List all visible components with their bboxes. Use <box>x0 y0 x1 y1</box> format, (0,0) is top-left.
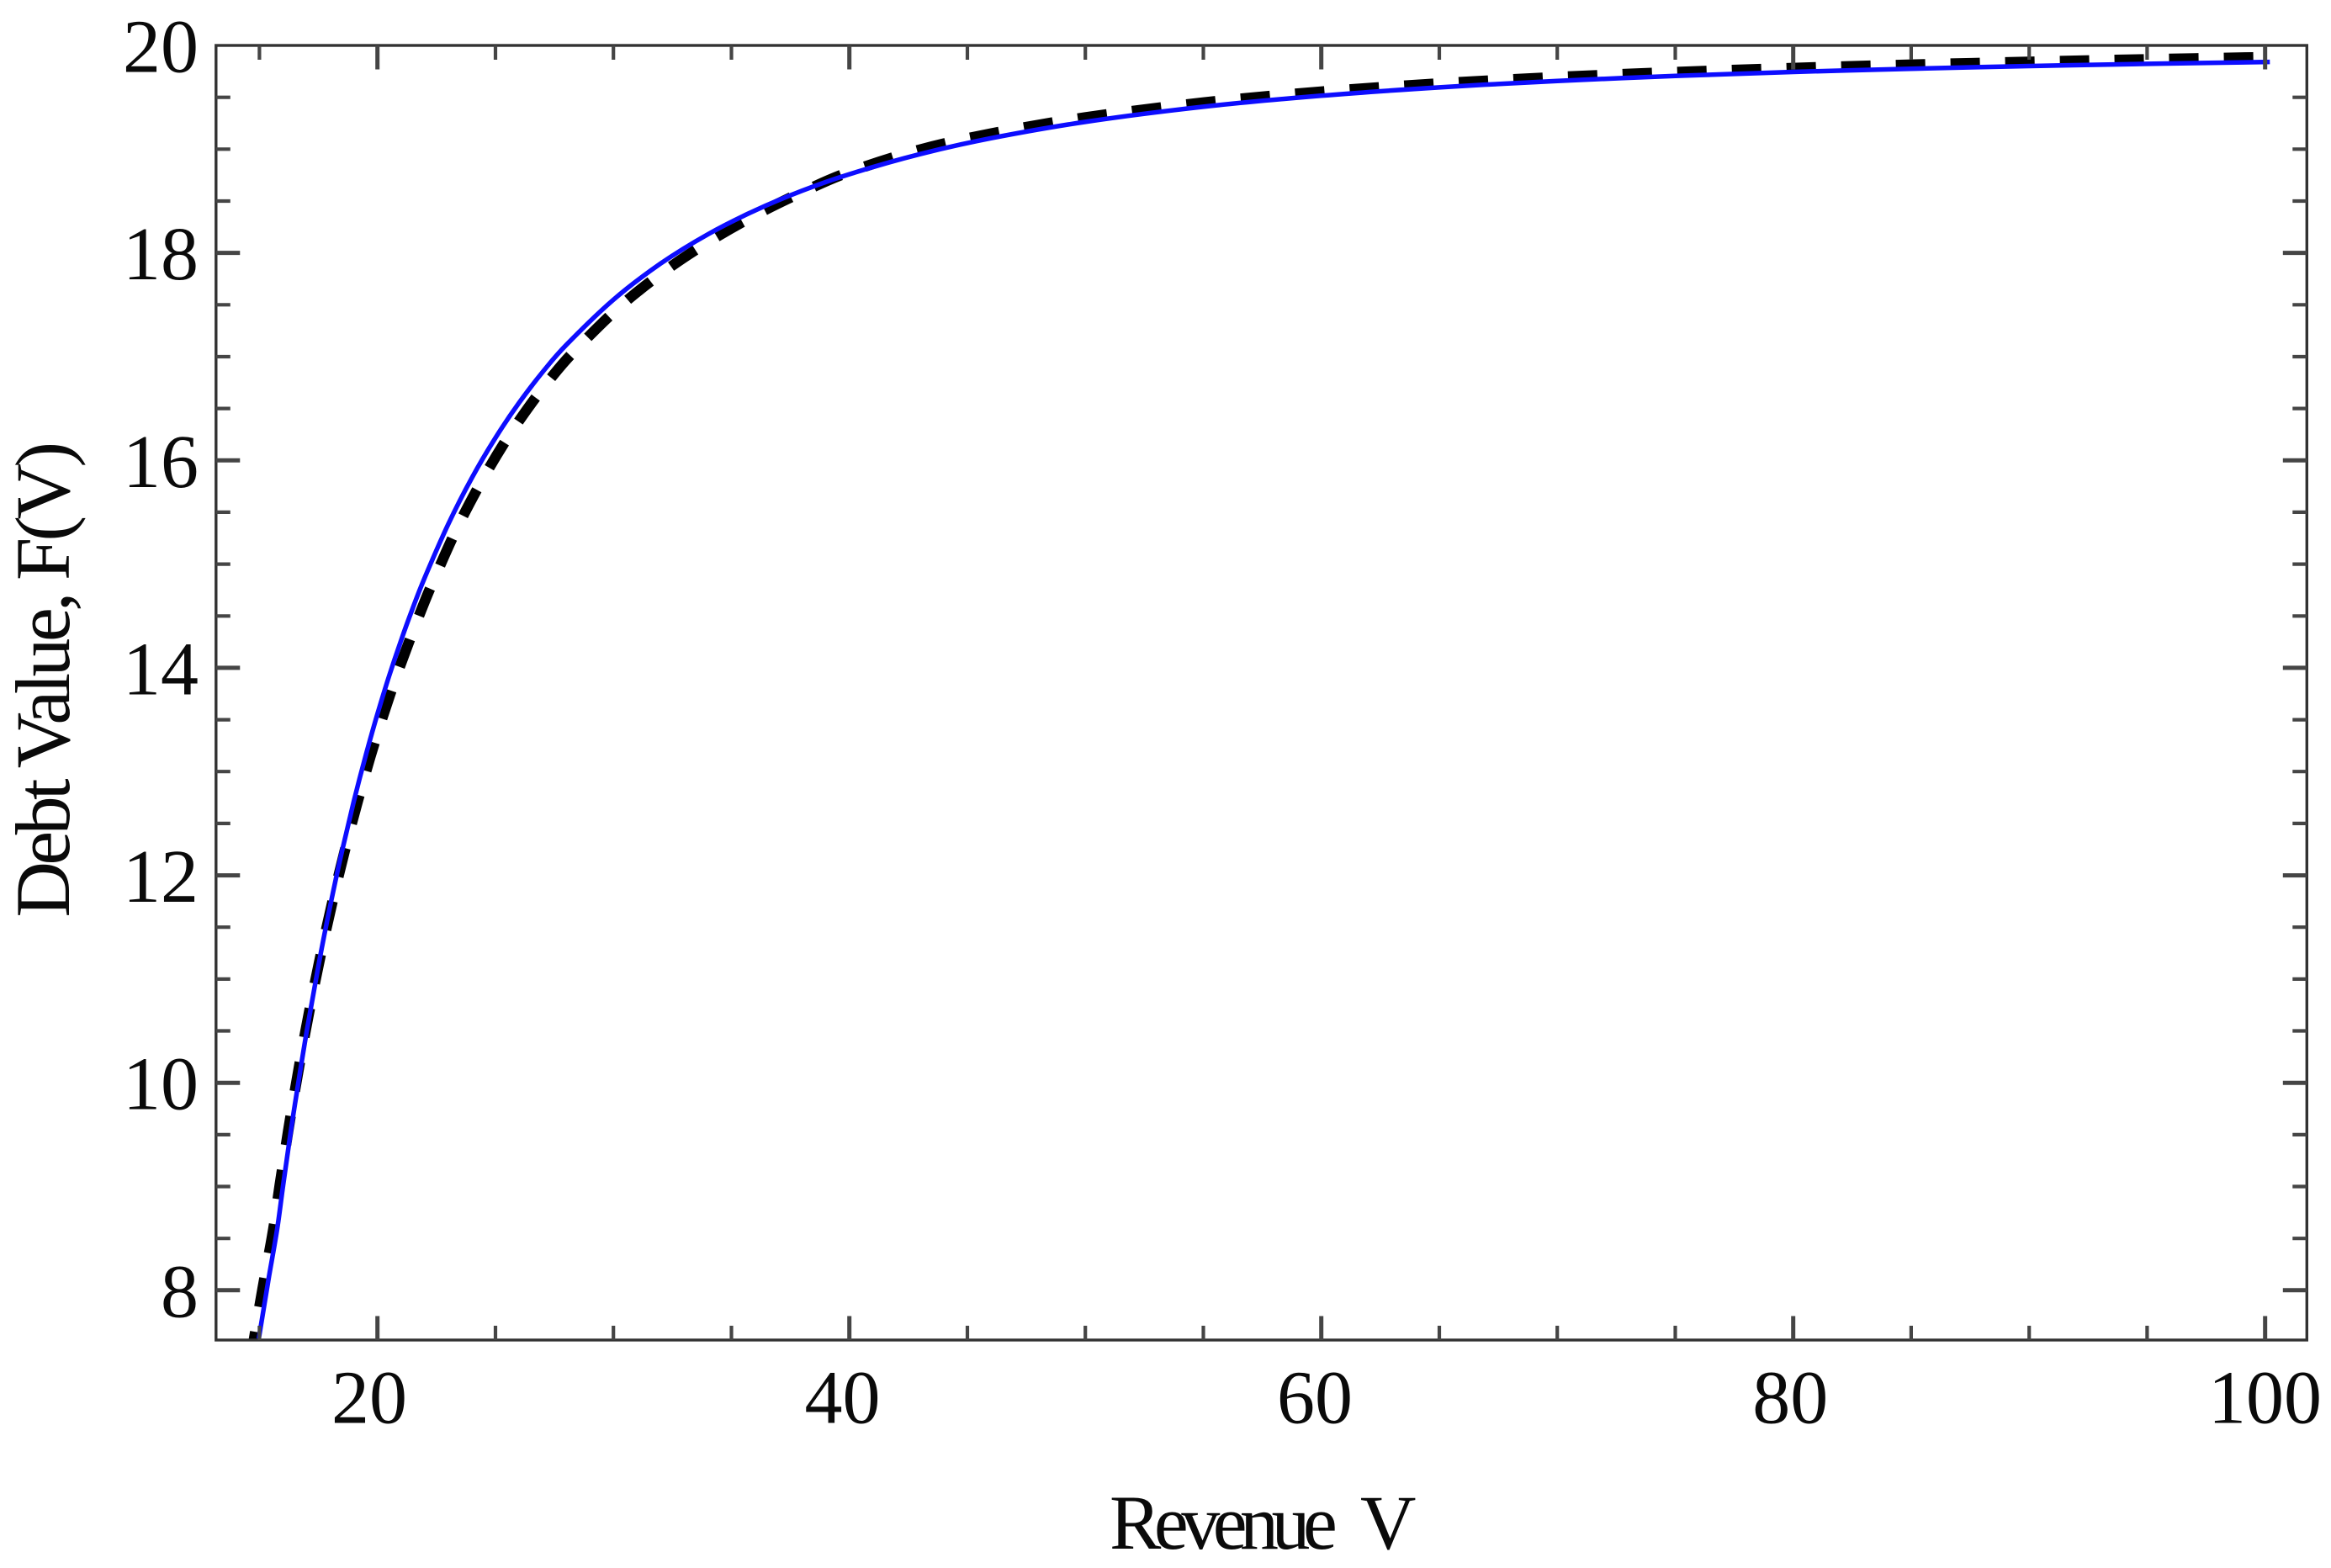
svg-text:20: 20 <box>331 1357 407 1440</box>
svg-text:Revenue: Revenue <box>1110 1480 1335 1564</box>
svg-text:Debt Value, F(V): Debt Value, F(V) <box>0 445 86 918</box>
svg-text:18: 18 <box>123 213 199 296</box>
svg-text:V: V <box>1360 1480 1416 1564</box>
svg-text:16: 16 <box>123 421 199 504</box>
svg-text:40: 40 <box>805 1357 881 1440</box>
svg-text:12: 12 <box>123 835 199 919</box>
svg-text:10: 10 <box>123 1043 199 1126</box>
svg-text:8: 8 <box>161 1250 199 1333</box>
svg-text:20: 20 <box>123 6 199 89</box>
svg-text:14: 14 <box>123 628 199 711</box>
svg-text:80: 80 <box>1752 1357 1828 1440</box>
svg-text:100: 100 <box>2208 1357 2322 1440</box>
svg-text:60: 60 <box>1277 1357 1353 1440</box>
